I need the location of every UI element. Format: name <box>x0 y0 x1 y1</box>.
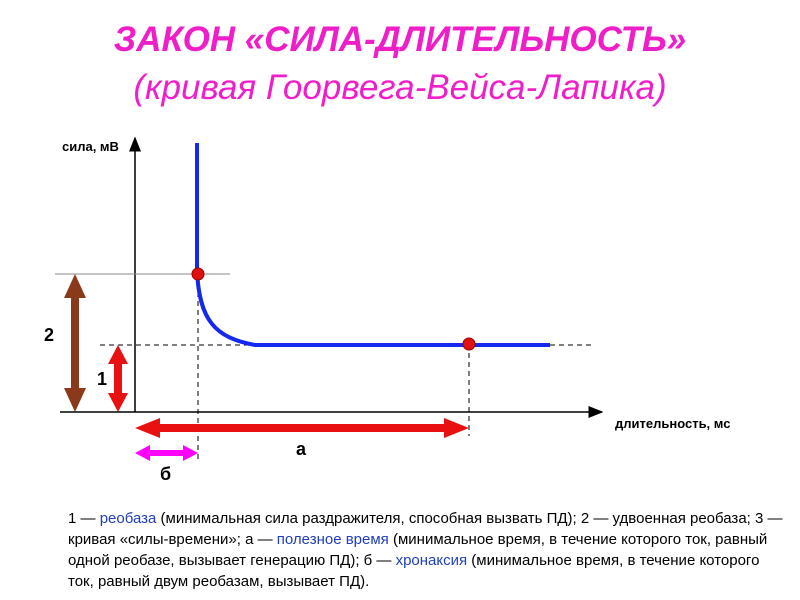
arrow-a <box>135 418 469 438</box>
arrow-b <box>135 445 198 461</box>
caption-text: 1 — <box>68 510 100 527</box>
caption-text: полезное время <box>276 531 389 548</box>
y-axis-label: сила, мВ <box>62 139 119 154</box>
caption-text: хронаксия <box>395 552 468 569</box>
curve <box>195 143 550 347</box>
arrow-2 <box>64 274 86 412</box>
caption-text: (минимальная сила раздражителя, способна… <box>68 510 783 548</box>
subtitle: (кривая Гоорвега-Вейса-Лапика) <box>133 68 667 107</box>
label: 1 <box>97 369 107 389</box>
label: а <box>296 439 307 459</box>
label: 2 <box>44 325 54 345</box>
diagram: сила, мВ длительность, мс 2 1 а б <box>44 136 730 484</box>
caption-text: (минимальное время, в течение которого т… <box>68 552 760 590</box>
label: б <box>160 464 171 484</box>
title: ЗАКОН «СИЛА-ДЛИТЕЛЬНОСТЬ» <box>113 20 687 59</box>
x-axis-label: длительность, мс <box>615 416 730 431</box>
caption: 1 — реобаза (минимальная сила раздражите… <box>68 508 786 592</box>
point <box>462 337 476 351</box>
arrow-1 <box>108 345 128 412</box>
caption-text: (минимальное время, в течение которого т… <box>68 531 768 569</box>
caption-text: реобаза <box>99 510 157 527</box>
point <box>191 267 205 281</box>
